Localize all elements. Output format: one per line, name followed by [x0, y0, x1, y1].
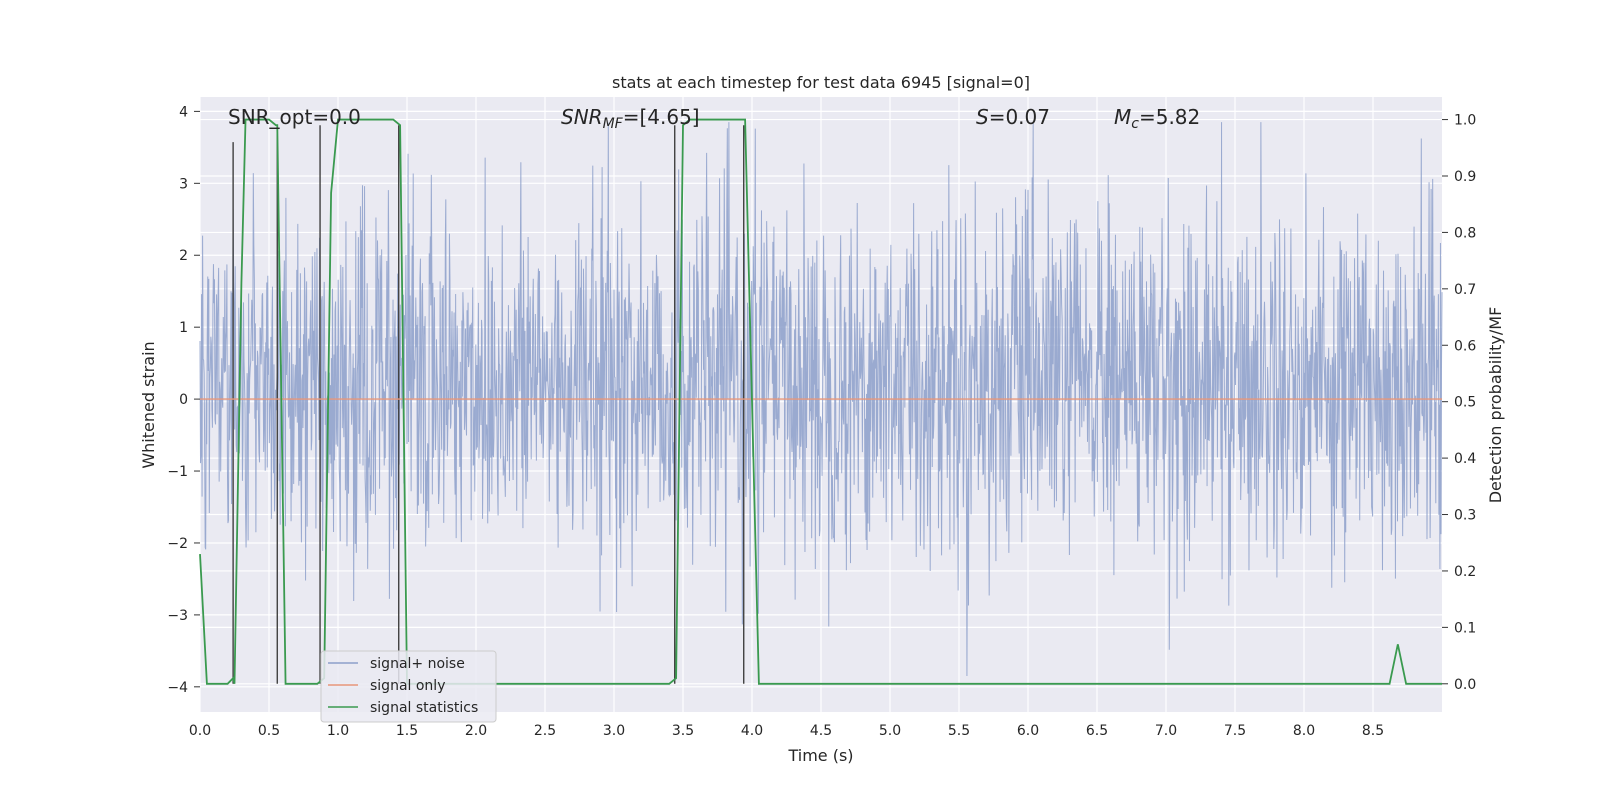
legend-box: [320, 650, 497, 723]
y-right-tick-label-10: 0.0: [1454, 677, 1476, 693]
y-left-tick-label-1: 3: [179, 176, 188, 192]
x-axis-label: Time (s): [787, 746, 853, 765]
x-tick-label-12: 6.0: [1017, 723, 1039, 739]
annotation-s: S=0.07: [976, 105, 1050, 129]
y-left-tick-label-0: 4: [179, 104, 188, 120]
x-tick-label-17: 8.5: [1362, 723, 1384, 739]
x-tick-labels: 0.0 0.5 1.0 1.5 2.0 2.5 3.0 3.5 4.0 4.5 5.0 5.5 6.0 6…: [189, 723, 1384, 739]
y-left-tick-label-8: −4: [167, 680, 188, 696]
y-left-tick-labels: 4 3 2 1 0 −1 −2 −3 −4: [167, 104, 200, 696]
annotation-snr-mf-value: =[4.65]: [623, 105, 700, 129]
x-tick-label-2: 1.0: [327, 723, 349, 739]
y-right-tick-label-6: 0.4: [1454, 451, 1476, 467]
x-tick-label-8: 4.0: [741, 723, 763, 739]
y-left-tick-label-4: 0: [179, 392, 188, 408]
annotation-mc-main: M: [1114, 105, 1131, 129]
y-right-tick-label-7: 0.3: [1454, 508, 1476, 524]
x-tick-label-10: 5.0: [879, 723, 901, 739]
annotation-mc-sub: c: [1131, 116, 1139, 132]
y-right-tick-label-9: 0.1: [1454, 620, 1476, 636]
x-tick-label-15: 7.5: [1224, 723, 1246, 739]
y-left-axis-label: Whitened strain: [139, 341, 158, 468]
y-right-axis-label: Detection probability/MF: [1486, 307, 1505, 504]
x-tick-label-4: 2.0: [465, 723, 487, 739]
annotation-mc: Mc=5.82: [1114, 105, 1200, 132]
x-tick-label-11: 5.5: [948, 723, 970, 739]
x-tick-label-9: 4.5: [810, 723, 832, 739]
y-right-tick-label-8: 0.2: [1454, 564, 1476, 580]
x-tick-label-7: 3.5: [672, 723, 694, 739]
y-right-tick-label-5: 0.5: [1454, 395, 1476, 411]
y-right-tick-label-0: 1.0: [1454, 113, 1476, 129]
annotation-snr-opt: SNR_opt=0.0: [228, 105, 361, 129]
chart-title: stats at each timestep for test data 694…: [612, 73, 1030, 92]
y-left-tick-label-3: 1: [179, 320, 188, 336]
x-tick-label-1: 0.5: [258, 723, 280, 739]
x-tick-label-14: 7.0: [1155, 723, 1177, 739]
x-tick-label-5: 2.5: [534, 723, 556, 739]
signal-noise-trace: [199, 122, 1443, 677]
legend-label-signal-statistics: signal statistics: [370, 700, 478, 716]
x-tick-label-0: 0.0: [189, 723, 211, 739]
y-left-tick-label-6: −2: [167, 536, 188, 552]
y-right-tick-label-4: 0.6: [1454, 338, 1476, 354]
x-tick-label-16: 8.0: [1293, 723, 1315, 739]
annotation-s-main: S: [976, 105, 989, 129]
legend-label-signal-only: signal only: [370, 678, 445, 694]
legend-label-signal-noise: signal+ noise: [370, 656, 465, 672]
x-tick-label-13: 6.5: [1086, 723, 1108, 739]
annotation-snr-mf: SNRMF=[4.65]: [561, 105, 700, 132]
y-left-tick-label-7: −3: [167, 608, 188, 624]
x-tick-label-3: 1.5: [396, 723, 418, 739]
annotation-mc-value: =5.82: [1139, 105, 1200, 129]
y-left-tick-label-2: 2: [179, 248, 188, 264]
marker-lines: [232, 125, 745, 684]
legend: signal+ noise signal only signal statist…: [320, 650, 497, 723]
annotation-s-value: =0.07: [989, 105, 1050, 129]
y-right-tick-labels: 1.0 0.9 0.8 0.7 0.6 0.5 0.4 0.3 0.2 0.1 0.0: [1442, 113, 1476, 693]
x-tick-label-6: 3.0: [603, 723, 625, 739]
y-right-tick-label-3: 0.7: [1454, 282, 1476, 298]
annotation-snr-mf-main: SNR: [561, 105, 603, 129]
y-left-tick-label-5: −1: [167, 464, 188, 480]
y-right-tick-label-1: 0.9: [1454, 169, 1476, 185]
y-right-tick-label-2: 0.8: [1454, 225, 1476, 241]
annotation-snr-mf-sub: MF: [603, 116, 624, 132]
series-signal-noise: [199, 122, 1443, 677]
